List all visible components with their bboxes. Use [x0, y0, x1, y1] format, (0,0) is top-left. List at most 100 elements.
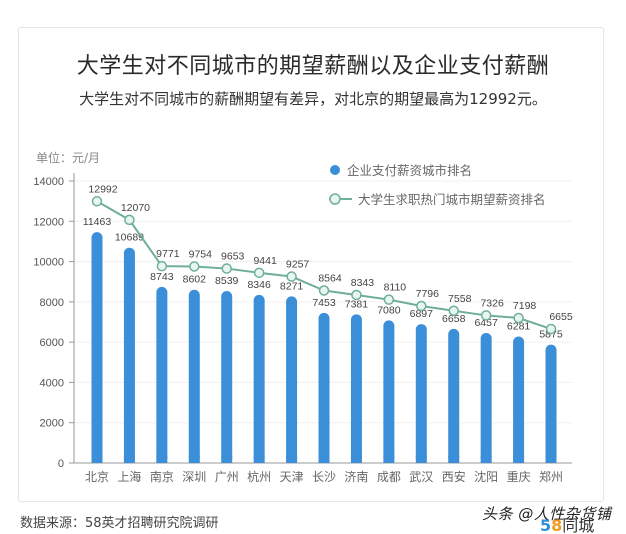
x-tick-label: 天津 [280, 470, 304, 484]
bar-value-label: 6658 [442, 313, 466, 325]
bar-base [188, 455, 200, 463]
line-marker [351, 289, 362, 301]
line-value-label: 9771 [156, 248, 180, 260]
bar-value-label: 8539 [215, 275, 239, 287]
bar-value-label: 7080 [377, 304, 401, 316]
line-marker [124, 214, 135, 226]
bar [318, 312, 330, 463]
bar [253, 294, 265, 463]
line-marker [253, 267, 265, 279]
line-marker [513, 312, 524, 324]
line-marker [156, 260, 168, 272]
legend-bar-label: 企业支付薪资城市排名 [347, 163, 472, 178]
line-marker [91, 196, 103, 207]
line-value-label: 9754 [189, 249, 213, 261]
watermark-text: 头条 @人性杂货铺 [482, 505, 612, 523]
chart-subtitle: 大学生对不同城市的薪酬期望有差异，对北京的期望最高为12992元。 [79, 90, 547, 108]
bar-base [286, 455, 298, 463]
legend-bar-icon [330, 165, 340, 175]
bar [156, 286, 168, 463]
line-value-label: 12992 [88, 183, 117, 195]
watermark-logo: 58同城 [540, 512, 594, 534]
bar-base [545, 455, 557, 463]
bar [188, 289, 200, 463]
bar [448, 328, 460, 463]
bar-base [221, 455, 233, 463]
y-tick-label: 6000 [40, 337, 64, 349]
bar [123, 247, 135, 463]
y-tick-label: 2000 [40, 418, 64, 430]
bar-value-label: 8271 [280, 280, 304, 292]
bar-value-label: 6281 [507, 320, 531, 332]
logo-digit-8: 8 [551, 516, 563, 534]
bar-value-label: 6457 [474, 317, 498, 329]
x-tick-label: 郑州 [539, 469, 563, 484]
bar-base [318, 455, 330, 463]
line-value-label: 8564 [318, 272, 342, 284]
bar-value-label: 7381 [345, 298, 369, 310]
bar-base [480, 455, 492, 463]
line-marker [383, 294, 395, 305]
bar-base [253, 455, 265, 463]
x-tick-label: 深圳 [182, 470, 206, 484]
bar [383, 320, 395, 463]
x-tick-label: 北京 [85, 470, 109, 484]
bar-base [123, 455, 135, 463]
y-tick-label: 0 [58, 458, 64, 470]
line-value-label: 7326 [480, 297, 504, 309]
bar-value-label: 8346 [247, 279, 271, 291]
bar-base [91, 455, 103, 463]
line-marker [416, 300, 427, 312]
line-value-label: 9441 [253, 255, 277, 267]
y-axis-unit-label: 单位：元/月 [36, 151, 101, 165]
bar [221, 291, 233, 463]
x-tick-label: 上海 [117, 469, 141, 484]
bar [415, 324, 427, 463]
bar-value-label: 6897 [410, 308, 434, 320]
x-tick-label: 杭州 [247, 469, 271, 484]
line-marker [545, 323, 557, 335]
line-value-label: 7796 [416, 288, 440, 300]
line-marker [286, 271, 297, 282]
line-value-label: 6655 [549, 311, 573, 323]
bar [350, 314, 362, 463]
y-tick-label: 14000 [33, 176, 64, 188]
line-value-label: 9257 [286, 259, 310, 271]
line-value-label: 7558 [448, 293, 472, 305]
line-marker [318, 285, 330, 296]
bar [91, 232, 103, 463]
line-marker [189, 261, 200, 272]
x-tick-label: 成都 [377, 470, 401, 484]
bar-value-label: 10689 [115, 232, 144, 244]
line-value-label: 12070 [121, 202, 150, 214]
bar [480, 332, 492, 463]
line-marker [480, 310, 492, 321]
y-tick-label: 10000 [33, 257, 64, 269]
bar-value-label: 11463 [83, 216, 112, 228]
bar-base [448, 455, 460, 463]
bar-base [156, 455, 168, 463]
bar-value-label: 8743 [150, 271, 174, 283]
bar-base [513, 455, 525, 463]
bar-value-label: 8602 [183, 274, 207, 286]
line-marker [221, 263, 232, 274]
bar [545, 344, 557, 463]
bar [513, 336, 525, 463]
x-tick-label: 济南 [344, 469, 368, 484]
x-tick-label: 沈阳 [474, 469, 498, 484]
line-value-label: 8110 [384, 282, 407, 294]
line-value-label: 7198 [513, 300, 537, 312]
bar-base [350, 455, 362, 463]
x-tick-label: 南京 [150, 469, 174, 484]
line-value-label: 9653 [221, 251, 245, 263]
x-tick-label: 武汉 [409, 470, 433, 484]
bar-value-label: 5875 [539, 329, 563, 341]
bar [286, 296, 298, 463]
bar-base [415, 455, 427, 463]
logo-digit-5: 5 [540, 516, 552, 534]
bar-value-label: 7453 [312, 297, 336, 309]
legend-line-marker-icon [329, 193, 341, 205]
line-marker [448, 305, 459, 317]
logo-text: 同城 [562, 516, 595, 534]
